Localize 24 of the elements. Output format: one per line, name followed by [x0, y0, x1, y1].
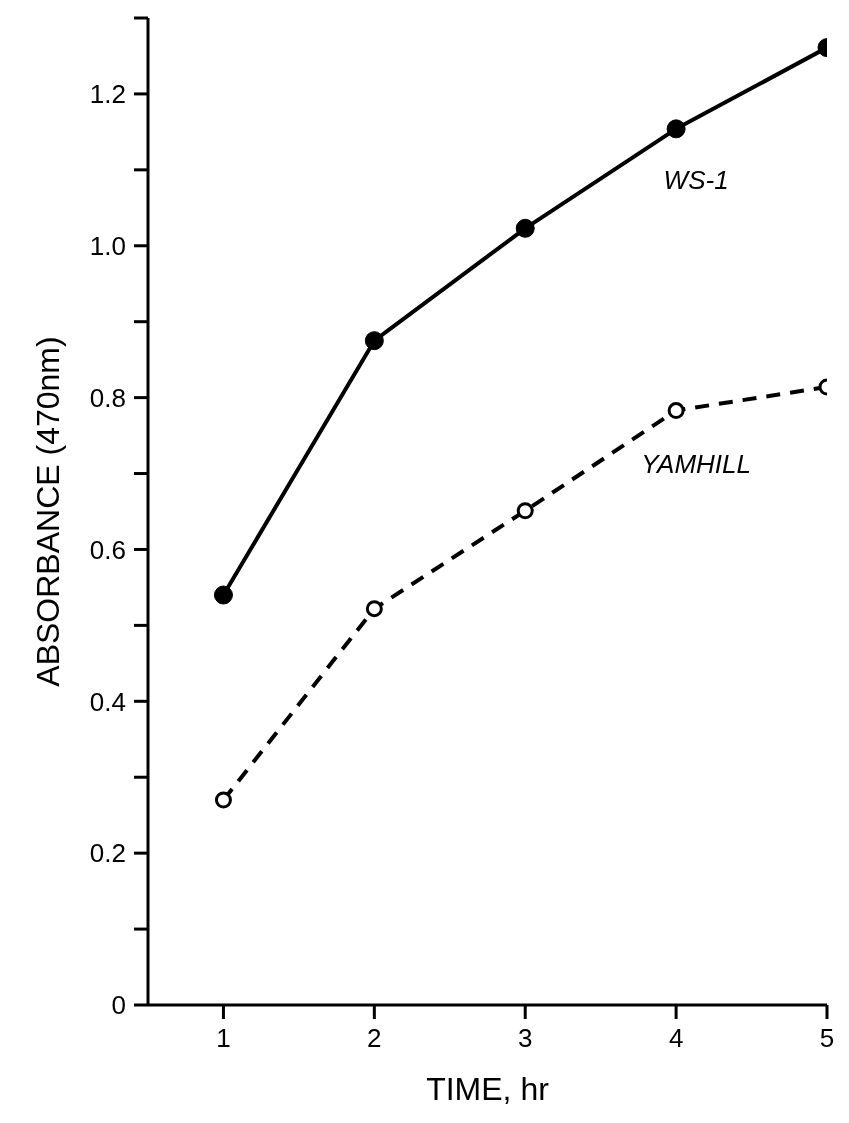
- x-tick-label: 4: [668, 1023, 684, 1054]
- y-tick-label: 0.6: [89, 534, 126, 565]
- y-tick-label: 0.4: [89, 686, 126, 717]
- point: [667, 402, 685, 420]
- x-tick-label: 3: [517, 1023, 533, 1054]
- y-tick-label: 0.2: [89, 838, 126, 869]
- x-tick-label: 1: [216, 1023, 231, 1054]
- point: [666, 119, 686, 139]
- series-label: YAMHILL: [641, 448, 752, 479]
- point: [515, 218, 535, 238]
- y-tick-label: 1.2: [89, 79, 126, 110]
- x-axis-title: TIME, hr: [426, 1071, 550, 1107]
- y-tick-label: 0: [111, 990, 126, 1021]
- point: [213, 585, 233, 605]
- y-axis-title: ABSORBANCE (470nm): [30, 336, 67, 687]
- point: [214, 791, 232, 809]
- y-tick-label: 1.0: [89, 231, 126, 261]
- point: [365, 600, 383, 618]
- point: [364, 331, 384, 351]
- x-tick-label: 2: [367, 1023, 382, 1054]
- point: [516, 502, 534, 520]
- x-tick-label: 5: [819, 1023, 835, 1054]
- series-label: WS-1: [663, 164, 729, 195]
- y-tick-label: 0.8: [89, 382, 126, 413]
